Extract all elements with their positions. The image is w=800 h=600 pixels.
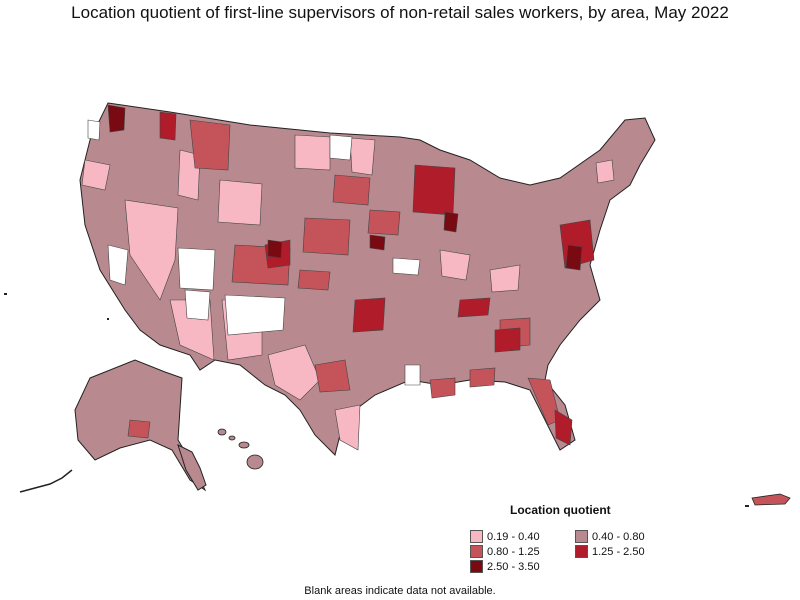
hawaii-maui[interactable] <box>238 441 250 449</box>
legend-label-0.80-1.25: 0.80 - 1.25 <box>487 545 540 558</box>
az-blank <box>184 289 211 321</box>
oregon-east-area[interactable] <box>81 159 111 191</box>
hawaii[interactable] <box>217 428 264 470</box>
marker-pacific <box>107 318 109 320</box>
virginia-area[interactable] <box>565 244 583 271</box>
washington-blank <box>87 119 101 141</box>
miss-blank <box>404 364 421 386</box>
legend-item-0.80-1.25: 0.80 - 1.25 <box>470 545 540 558</box>
kansas-area[interactable] <box>297 269 331 291</box>
washington-area[interactable] <box>159 111 177 141</box>
legend-item-1.25-2.50: 1.25 - 2.50 <box>575 545 645 558</box>
legend-item-0.19-0.40: 0.19 - 0.40 <box>470 530 540 543</box>
marker-west <box>4 293 7 295</box>
alabama-area[interactable] <box>469 367 496 388</box>
north-dakota-east-area[interactable] <box>349 137 376 176</box>
legend-label-2.50-3.50: 2.50 - 3.50 <box>487 560 540 573</box>
nevada-area[interactable] <box>124 199 179 301</box>
ohio-valley-area[interactable] <box>489 264 521 293</box>
missouri-area[interactable] <box>439 249 471 281</box>
arkansas-area[interactable] <box>352 297 386 333</box>
wisconsin-area[interactable] <box>412 164 456 216</box>
legend-label-1.25-2.50: 1.25 - 2.50 <box>592 545 645 558</box>
legend-label-0.40-0.80: 0.40 - 0.80 <box>592 530 645 543</box>
legend-swatch-0.80-1.25 <box>470 545 483 558</box>
legend-item-0.40-0.80: 0.40 - 0.80 <box>575 530 645 543</box>
chicago-area[interactable] <box>443 211 459 233</box>
footnote: Blank areas indicate data not available. <box>304 585 496 597</box>
hawaii-oahu[interactable] <box>228 435 236 441</box>
lq-2.50-3.50-areas[interactable] <box>107 104 583 271</box>
utah-blank <box>177 247 216 291</box>
puerto-rico-shape[interactable] <box>751 493 791 506</box>
alaska-panhandle <box>177 444 207 491</box>
nm-blank <box>224 294 286 336</box>
lq-0.80-1.25-areas[interactable] <box>189 119 561 426</box>
ca-blank <box>107 244 129 286</box>
aleutians <box>19 469 73 493</box>
legend-swatch-0.40-0.80 <box>575 530 588 543</box>
texas-south-area[interactable] <box>334 404 361 451</box>
island-markers <box>4 293 109 320</box>
legend-item-2.50-3.50: 2.50 - 3.50 <box>470 560 540 573</box>
no-data-areas <box>87 119 421 386</box>
texas-west-area[interactable] <box>267 344 321 401</box>
alaska[interactable] <box>19 359 207 493</box>
puget-sound-area[interactable] <box>107 104 126 133</box>
legend-swatch-1.25-2.50 <box>575 545 588 558</box>
legend-label-0.19-0.40: 0.19 - 0.40 <box>487 530 540 543</box>
florida-south-area[interactable] <box>554 409 573 446</box>
map-title: Location quotient of first-line supervis… <box>71 3 729 22</box>
hawaii-big-island[interactable] <box>246 454 264 470</box>
louisiana-area[interactable] <box>429 377 456 399</box>
iowa-area[interactable] <box>367 209 401 236</box>
kansas-blank <box>392 257 421 276</box>
montana-west-area[interactable] <box>189 119 231 171</box>
legend-swatch-2.50-3.50 <box>470 560 483 573</box>
north-dakota-area[interactable] <box>294 134 331 171</box>
texas-central-area[interactable] <box>314 359 351 393</box>
wyoming-area[interactable] <box>217 179 263 226</box>
nebraska-east-area[interactable] <box>369 234 386 251</box>
denver-area[interactable] <box>267 239 283 259</box>
nebraska-area[interactable] <box>302 217 351 256</box>
hawaii-kauai[interactable] <box>217 428 227 436</box>
alaska-anchorage-area[interactable] <box>127 419 151 439</box>
georgia-east-area[interactable] <box>494 327 521 353</box>
legend-title: Location quotient <box>510 503 611 517</box>
minnesota-area[interactable] <box>332 174 371 206</box>
virgin-islands <box>745 505 749 507</box>
tennessee-area[interactable] <box>457 297 491 318</box>
puerto-rico[interactable] <box>745 493 791 507</box>
legend-swatch-0.19-0.40 <box>470 530 483 543</box>
nd-blank <box>329 134 353 161</box>
maine-north-area[interactable] <box>595 159 615 184</box>
